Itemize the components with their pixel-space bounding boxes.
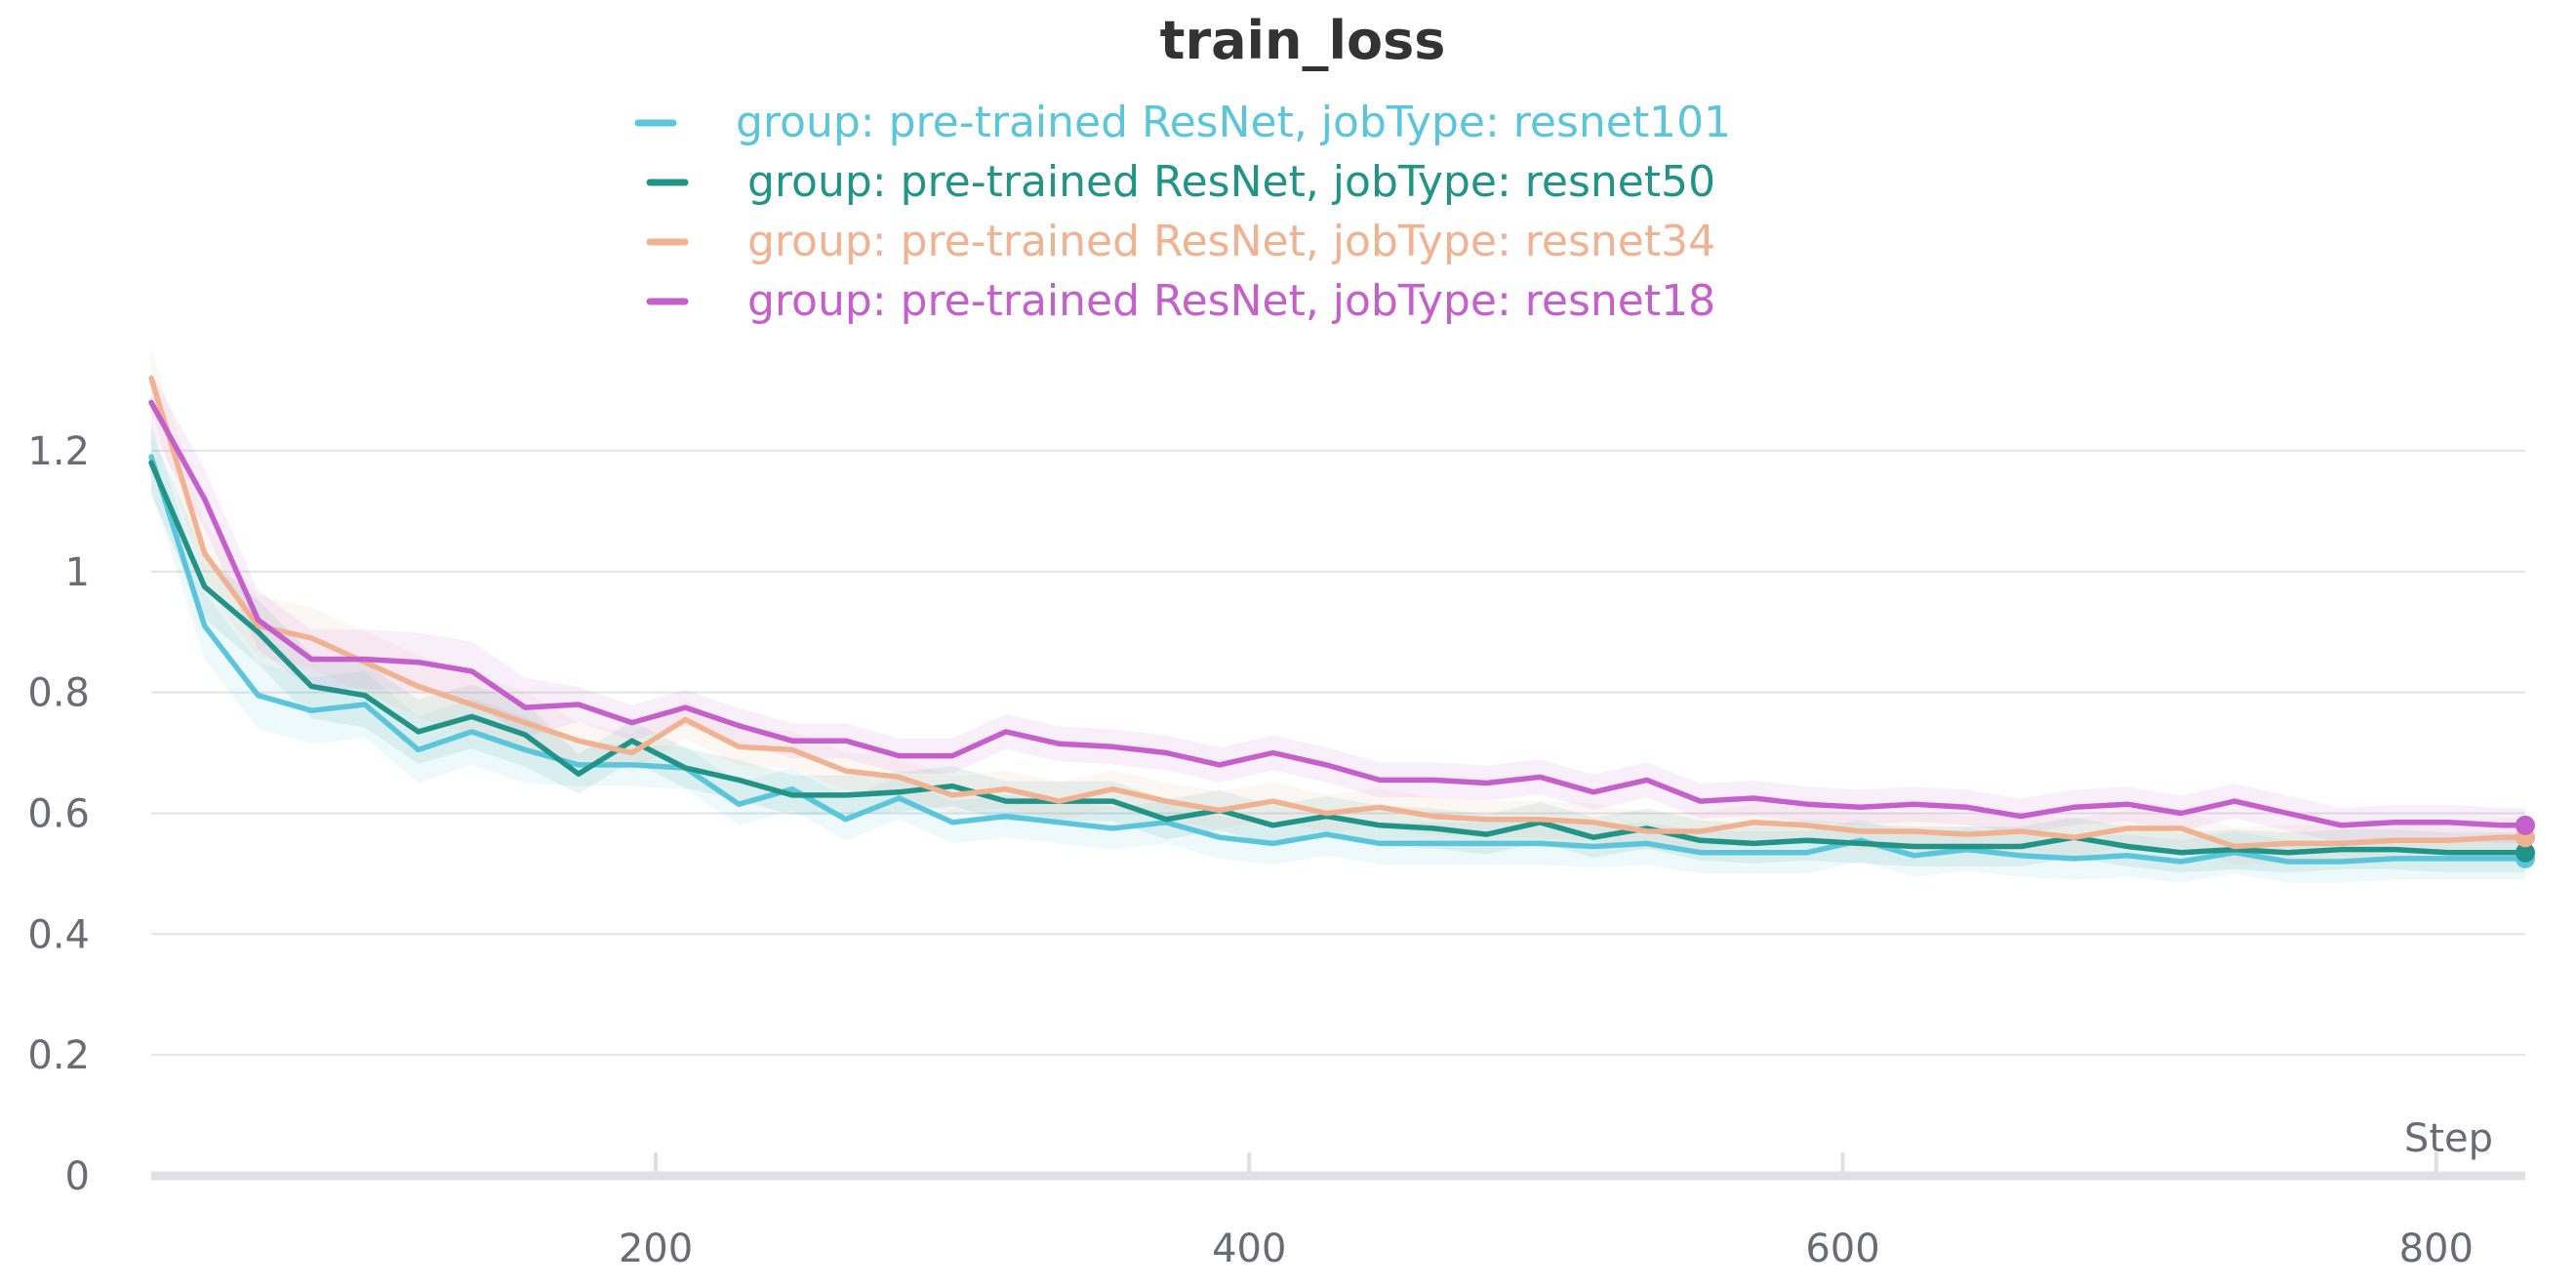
series-variance-bands [151, 347, 2525, 883]
x-tick-label: 200 [619, 1227, 693, 1271]
legend: group: pre-trained ResNet, jobType: resn… [634, 98, 1731, 326]
x-tick-label: 400 [1212, 1227, 1286, 1271]
y-tick-label: 0.2 [27, 1033, 90, 1078]
series-end-point-4 [2516, 815, 2535, 835]
y-tick-label: 1.2 [27, 429, 90, 474]
x-axis-label: Step [2404, 1116, 2493, 1161]
series-end-points [2516, 815, 2535, 868]
legend-label-4: group: pre-trained ResNet, jobType: resn… [747, 276, 1715, 326]
legend-label-1: group: pre-trained ResNet, jobType: resn… [736, 98, 1731, 147]
series-end-point-2 [2516, 842, 2535, 863]
legend-label-3: group: pre-trained ResNet, jobType: resn… [747, 217, 1715, 266]
x-tick-label: 600 [1805, 1227, 1879, 1271]
axes: 0 0.2 0.4 0.6 0.8 1 1.2 200 400 600 800 [27, 429, 2525, 1271]
series-band-3 [151, 347, 2525, 865]
series-line-4 [148, 399, 2528, 828]
y-tick-label: 0 [65, 1154, 90, 1199]
y-tick-label: 0.8 [27, 671, 90, 716]
y-tick-label: 1 [65, 550, 90, 595]
series-line-2 [148, 460, 2528, 856]
series-line-3 [148, 375, 2528, 850]
series-lines [148, 375, 2528, 865]
y-tick-label: 0.4 [27, 912, 90, 957]
chart-title: train_loss [1160, 10, 1446, 71]
y-tick-label: 0.6 [27, 791, 90, 836]
series-band-2 [151, 430, 2525, 873]
legend-label-2: group: pre-trained ResNet, jobType: resn… [747, 157, 1715, 207]
x-tick-label: 800 [2399, 1227, 2474, 1271]
